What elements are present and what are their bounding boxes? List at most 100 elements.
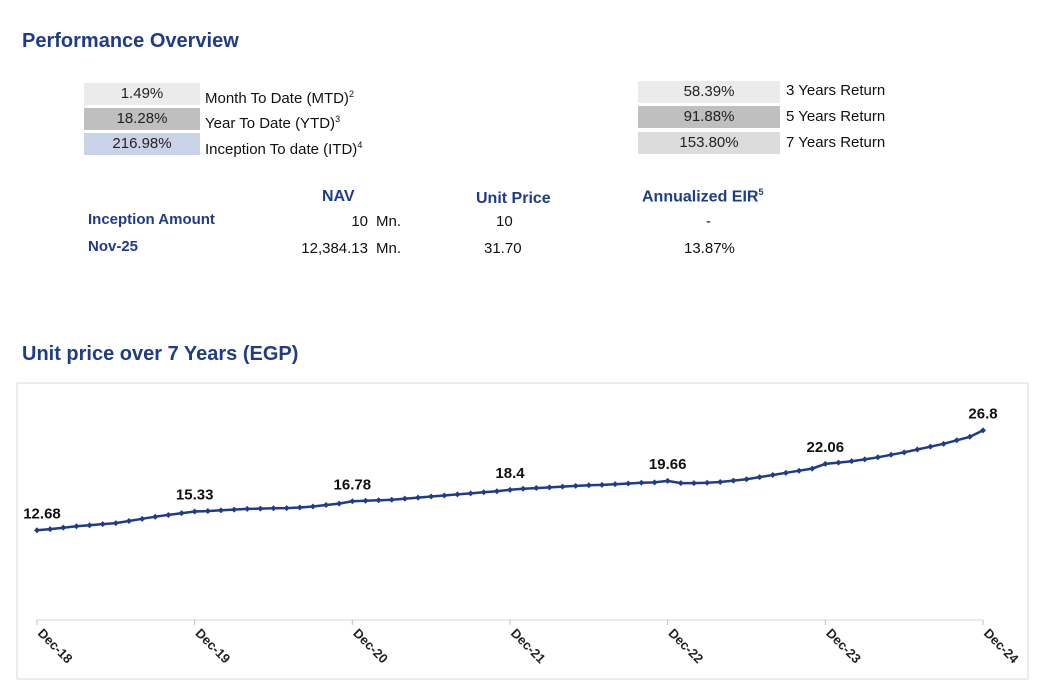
cell: Mn.	[376, 240, 402, 257]
data-label: 26.8	[968, 405, 997, 422]
label-text: Month To Date (MTD)	[205, 90, 349, 107]
data-label: 15.33	[176, 487, 214, 504]
return-value: 18.28%	[84, 108, 200, 130]
point-marker	[835, 459, 842, 466]
point-marker	[388, 496, 395, 503]
data-label: 16.78	[334, 476, 372, 493]
column-header: Unit Price	[476, 190, 551, 207]
point-marker	[34, 527, 40, 534]
section-title: Performance Overview	[22, 30, 239, 52]
point-marker	[796, 467, 803, 474]
x-tick-label: Dec-23	[823, 626, 864, 667]
point-marker	[60, 524, 67, 531]
point-marker	[612, 481, 619, 488]
point-marker	[493, 488, 500, 495]
cell: 10	[351, 213, 368, 230]
data-label: 12.68	[23, 505, 61, 522]
label-text: Year To Date (YTD)	[205, 115, 336, 132]
point-marker	[888, 451, 895, 458]
x-tick-label: Dec-24	[981, 626, 1022, 667]
return-label: Month To Date (MTD)2	[205, 83, 354, 110]
point-marker	[651, 479, 658, 486]
point-marker	[861, 456, 868, 463]
point-marker	[454, 491, 461, 498]
point-marker	[533, 485, 540, 492]
column-header: Annualized EIR5	[642, 187, 763, 206]
point-marker	[125, 517, 132, 524]
x-tick-label: Dec-22	[666, 626, 707, 667]
point-marker	[848, 458, 855, 465]
point-marker	[178, 510, 185, 517]
point-marker	[244, 505, 251, 512]
point-marker	[809, 465, 816, 472]
point-marker	[257, 505, 264, 512]
point-marker	[415, 494, 422, 501]
point-marker	[428, 493, 435, 500]
cell: Mn.	[376, 213, 402, 230]
return-label: 5 Years Return	[786, 108, 886, 125]
point-marker	[99, 521, 106, 528]
point-marker	[520, 485, 527, 492]
point-marker	[204, 508, 211, 515]
cell: 31.70	[484, 240, 522, 257]
footnote: 4	[357, 140, 363, 150]
point-marker	[572, 482, 579, 489]
point-marker	[625, 480, 632, 487]
point-marker	[914, 446, 921, 453]
point-marker	[598, 481, 605, 488]
point-marker	[559, 483, 566, 490]
point-marker	[940, 440, 947, 447]
point-marker	[585, 482, 592, 489]
cell: 10	[496, 213, 513, 230]
return-value: 1.49%	[84, 83, 200, 105]
point-marker	[47, 526, 54, 533]
data-label: 22.06	[807, 439, 845, 456]
point-marker	[152, 513, 159, 520]
label-text: Inception To date (ITD)	[205, 141, 358, 158]
point-marker	[217, 507, 224, 514]
point-marker	[165, 511, 172, 518]
point-marker	[704, 479, 711, 486]
chart-frame	[16, 382, 1029, 680]
cell: -	[706, 213, 711, 230]
point-marker	[677, 480, 684, 487]
point-marker	[822, 460, 829, 467]
point-marker	[638, 479, 645, 486]
price-line	[36, 429, 984, 532]
point-marker	[507, 486, 513, 493]
return-value: 91.88%	[638, 106, 780, 128]
point-marker	[743, 476, 750, 483]
point-marker	[270, 505, 277, 512]
row-header: Inception Amount	[88, 211, 215, 228]
return-label: 3 Years Return	[786, 82, 886, 99]
x-tick-label: Dec-19	[193, 626, 234, 667]
point-marker	[717, 479, 724, 486]
point-marker	[927, 443, 934, 450]
return-label: Inception To date (ITD)4	[205, 134, 362, 161]
x-tick-label: Dec-18	[35, 626, 76, 667]
return-label: Year To Date (YTD)3	[205, 108, 340, 135]
point-marker	[139, 515, 146, 522]
point-marker	[336, 500, 343, 507]
cell: 12,384.13	[301, 240, 368, 257]
point-marker	[664, 477, 671, 484]
x-tick-label: Dec-20	[350, 626, 391, 667]
column-header: NAV	[322, 188, 355, 205]
return-value: 153.80%	[638, 132, 780, 154]
point-marker	[730, 477, 737, 484]
point-marker	[112, 520, 119, 527]
point-marker	[362, 497, 369, 504]
point-marker	[901, 449, 908, 456]
header-text: Annualized EIR	[642, 188, 759, 206]
point-marker	[441, 492, 448, 499]
data-label: 18.4	[495, 465, 525, 482]
return-label: 7 Years Return	[786, 134, 886, 151]
point-marker	[874, 454, 881, 461]
point-marker	[191, 508, 198, 515]
point-marker	[953, 437, 960, 444]
point-marker	[296, 504, 303, 511]
point-marker	[480, 489, 487, 496]
point-marker	[782, 469, 789, 476]
point-marker	[86, 522, 93, 529]
